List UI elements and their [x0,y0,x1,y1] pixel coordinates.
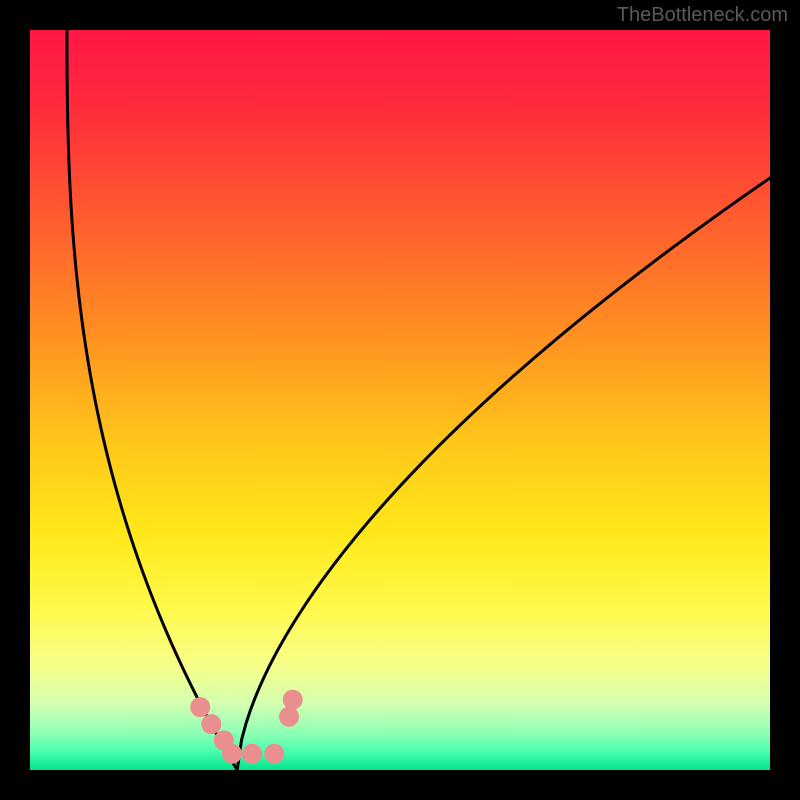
marker-point [201,714,221,734]
marker-point [190,697,210,717]
marker-point [283,690,303,710]
marker-point [222,744,242,764]
chart-container: TheBottleneck.com [0,0,800,800]
gradient-background [30,30,770,770]
bottleneck-chart [0,0,800,800]
marker-point [242,744,262,764]
marker-point [264,744,284,764]
marker-point [279,707,299,727]
watermark-text: TheBottleneck.com [617,4,788,27]
